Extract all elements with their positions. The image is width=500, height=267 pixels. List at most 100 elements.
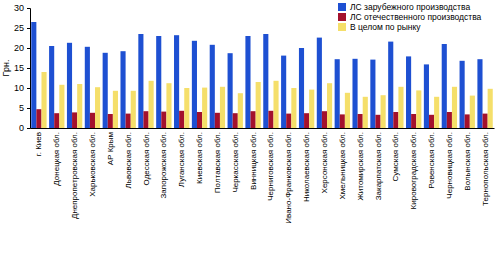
bar [174, 35, 179, 128]
bar [31, 22, 36, 128]
bar [210, 45, 215, 128]
y-tick: 20 [14, 43, 30, 53]
bar [131, 91, 136, 128]
y-tick-label: 10 [14, 83, 24, 93]
x-tick-label: Черкасская обл. [231, 132, 240, 193]
x-tick: Ивано-Франковская обл. [284, 128, 293, 224]
bar [375, 115, 380, 128]
bar [120, 51, 125, 128]
x-tick-label: Луганская обл. [177, 132, 186, 187]
x-tick: Ровенская обл. [427, 128, 436, 189]
x-tick-label: Кировоградская обл. [409, 132, 418, 209]
x-tick: Черниговская обл. [266, 128, 275, 201]
x-tick: г. Киев [34, 128, 43, 156]
bar [256, 82, 261, 128]
x-tick: Одесская обл. [142, 128, 151, 185]
x-axis: г. КиевДонецкая обл.Днепропетровская обл… [31, 128, 495, 224]
x-tick-label: Одесская обл. [142, 132, 151, 185]
legend-swatch [338, 23, 346, 31]
x-tick: Тернопольская обл. [481, 128, 490, 206]
legend-swatch [338, 3, 346, 11]
x-tick-label: Херсонская обл. [320, 132, 329, 193]
y-axis-line [27, 9, 31, 129]
bar [429, 115, 434, 128]
bar [470, 96, 475, 128]
x-tick-label: Николаевская обл. [302, 132, 311, 202]
bar [363, 97, 368, 128]
y-tick: 0 [19, 123, 30, 133]
x-tick-label: Сумская обл. [391, 132, 400, 181]
y-tick: 25 [14, 23, 30, 33]
bar [345, 93, 350, 128]
bar [197, 112, 202, 128]
x-tick-label: Волынская обл. [463, 132, 472, 191]
bar [488, 89, 493, 128]
x-tick: Волынская обл. [463, 128, 472, 191]
y-tick-label: 15 [14, 63, 24, 73]
bar [202, 88, 207, 128]
bar [477, 59, 482, 128]
y-tick-label: 5 [19, 103, 24, 113]
x-tick-label: Тернопольская обл. [481, 132, 490, 206]
x-tick: Днепропетровская обл. [70, 128, 79, 219]
y-tick-mark [27, 48, 30, 49]
bar [263, 34, 268, 128]
y-tick-mark [27, 108, 30, 109]
bar [327, 83, 332, 128]
bar [49, 46, 54, 128]
bar [416, 90, 421, 128]
bar [59, 85, 64, 128]
bar [72, 112, 77, 128]
bar [36, 109, 41, 128]
bar [143, 111, 148, 128]
x-tick: Луганская обл. [177, 128, 186, 187]
bar [268, 111, 273, 128]
bar [220, 87, 225, 128]
bar [299, 48, 304, 128]
bar [304, 113, 309, 128]
y-tick-label: 20 [14, 43, 24, 53]
bar [41, 72, 46, 128]
legend-label: ЛС зарубежного производства [350, 2, 470, 12]
x-tick-label: Черниговская обл. [266, 132, 275, 201]
x-tick: Запорожская обл. [159, 128, 168, 198]
bar [434, 97, 439, 128]
x-tick-label: Ивано-Франковская обл. [284, 132, 293, 224]
bar [85, 47, 90, 128]
x-tick-label: Полтавская обл. [213, 132, 222, 193]
bar [335, 59, 340, 128]
bar [126, 114, 131, 128]
bar [238, 93, 243, 128]
y-tick: 5 [19, 103, 30, 113]
bar [54, 113, 59, 128]
bar [166, 83, 171, 128]
x-tick: Кировоградская обл. [409, 128, 418, 209]
x-tick: Винницкая обл. [249, 128, 258, 190]
bar [179, 111, 184, 128]
bar [406, 56, 411, 128]
x-tick-label: Запорожская обл. [159, 132, 168, 198]
bar [161, 112, 166, 128]
x-tick-label: Харьковская обл. [88, 132, 97, 197]
legend-label: В целом по рынку [350, 22, 421, 32]
x-tick: Харьковская обл. [88, 128, 97, 197]
bar [452, 87, 457, 128]
x-tick-label: Винницкая обл. [249, 132, 258, 190]
x-tick: Херсонская обл. [320, 128, 329, 193]
bar [108, 114, 113, 128]
bar [398, 87, 403, 128]
x-tick-label: Закарпатская обл. [374, 132, 383, 200]
x-tick-label: Днепропетровская обл. [70, 132, 79, 219]
bar [156, 36, 161, 128]
bar [388, 42, 393, 128]
legend-label: ЛС отечественного производства [350, 12, 482, 22]
legend-item: В целом по рынку [338, 22, 421, 32]
bar [251, 111, 256, 128]
bar [67, 43, 72, 128]
legend-item: ЛС зарубежного производства [338, 2, 470, 12]
y-tick-label: 0 [19, 123, 24, 133]
bar [322, 111, 327, 128]
bar [273, 81, 278, 128]
bar [447, 112, 452, 128]
y-tick: 10 [14, 83, 30, 93]
